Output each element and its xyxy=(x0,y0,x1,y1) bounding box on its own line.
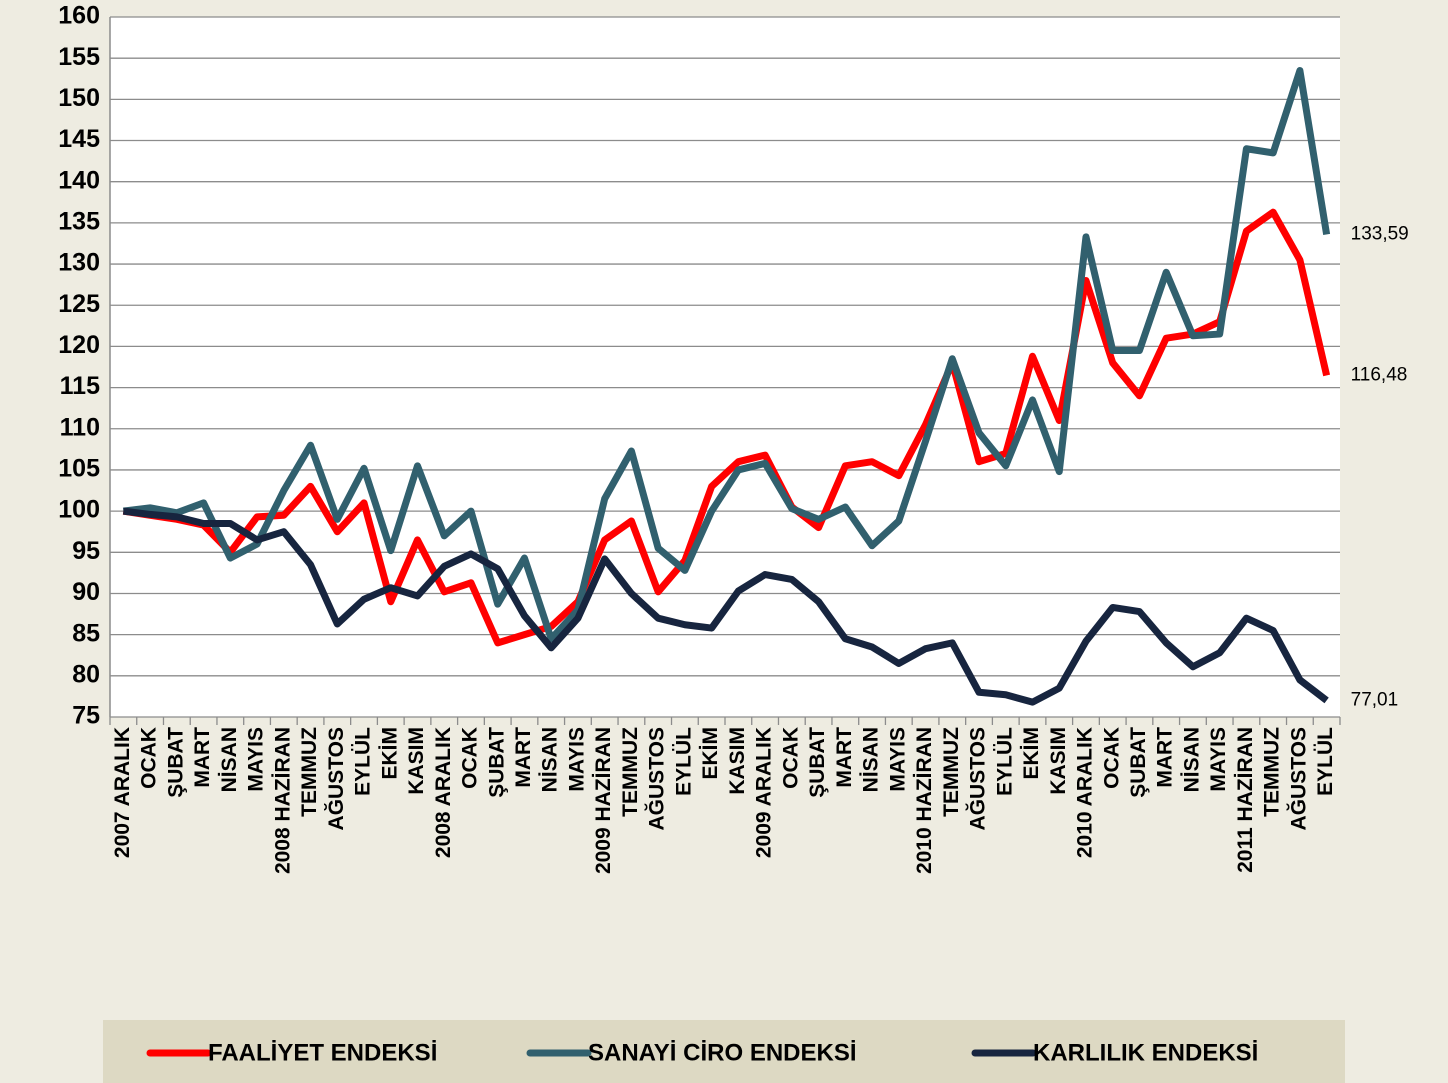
x-tick-label: TEMMUZ xyxy=(619,727,642,817)
x-tick-label: TEMMUZ xyxy=(940,727,963,817)
y-tick-label: 85 xyxy=(72,619,100,647)
value-label: 77,01 xyxy=(1351,689,1399,710)
x-tick-label: KASIM xyxy=(726,727,749,795)
x-tick-label: MAYIS xyxy=(565,727,588,792)
y-tick-label: 95 xyxy=(72,537,100,565)
y-tick-label: 105 xyxy=(58,455,100,483)
x-tick-label: MART xyxy=(191,727,214,788)
x-tick-label: 2009 ARALIK xyxy=(753,727,776,858)
y-tick-label: 90 xyxy=(72,578,100,606)
value-label: 133,59 xyxy=(1351,224,1409,245)
y-tick-label: 115 xyxy=(60,372,100,400)
y-tick-label: 135 xyxy=(58,207,100,235)
y-tick-label: 140 xyxy=(58,166,100,194)
x-tick-label: EYLÜL xyxy=(672,727,695,796)
value-label: 116,48 xyxy=(1351,364,1408,385)
x-tick-label: 2009 HAZİRAN xyxy=(592,727,615,874)
x-tick-label: AĞUSTOS xyxy=(966,727,990,830)
y-tick-label: 155 xyxy=(58,43,100,71)
x-tick-label: NİSAN xyxy=(1180,727,1203,792)
series-line xyxy=(122,67,1331,643)
x-tick-label: OCAK xyxy=(138,727,161,789)
x-tick-label: ŞUBAT xyxy=(485,727,508,798)
y-tick-label: 120 xyxy=(58,331,100,359)
series-line xyxy=(122,507,1329,706)
x-tick-label: EKİM xyxy=(1020,727,1043,780)
y-tick-label: 75 xyxy=(72,702,100,730)
x-tick-label: AĞUSTOS xyxy=(645,727,669,830)
legend-label: KARLILIK ENDEKSİ xyxy=(1033,1039,1258,1066)
x-tick-label: 2011 HAZİRAN xyxy=(1234,727,1257,873)
x-tick-label: EKİM xyxy=(699,727,722,780)
x-tick-label: TEMMUZ xyxy=(298,727,321,817)
y-tick-label: 160 xyxy=(58,2,100,30)
y-tick-label: 110 xyxy=(60,413,100,441)
legend-label: SANAYİ CİRO ENDEKSİ xyxy=(588,1039,857,1066)
x-tick-label: MART xyxy=(1154,727,1177,788)
legend-box xyxy=(103,1020,1345,1083)
x-tick-label: ŞUBAT xyxy=(1127,727,1150,798)
x-tick-label: NİSAN xyxy=(539,727,562,792)
x-tick-label: EYLÜL xyxy=(993,727,1016,796)
plot-area xyxy=(110,17,1340,717)
series-line xyxy=(122,208,1331,647)
x-tick-label: EYLÜL xyxy=(352,727,375,796)
x-tick-label: TEMMUZ xyxy=(1261,727,1284,817)
x-tick-label: 2010 HAZİRAN xyxy=(913,727,936,874)
legend-label: FAALİYET ENDEKSİ xyxy=(208,1039,437,1066)
y-tick-label: 125 xyxy=(58,290,100,318)
x-tick-label: OCAK xyxy=(459,727,482,789)
x-tick-label: OCAK xyxy=(1100,727,1123,789)
y-tick-label: 80 xyxy=(72,660,100,688)
x-tick-label: KASIM xyxy=(405,727,428,795)
x-tick-label: 2008 HAZİRAN xyxy=(271,727,294,874)
x-tick-label: MART xyxy=(833,727,856,788)
x-tick-label: AĞUSTOS xyxy=(1286,727,1310,830)
x-tick-label: 2010 ARALIK xyxy=(1074,727,1097,858)
x-tick-label: MAYIS xyxy=(1207,727,1230,792)
x-tick-label: NİSAN xyxy=(860,727,883,792)
y-tick-label: 150 xyxy=(58,84,100,112)
x-tick-label: MAYIS xyxy=(245,727,268,792)
x-tick-label: NİSAN xyxy=(218,727,241,792)
y-tick-label: 145 xyxy=(58,125,100,153)
y-tick-label: 130 xyxy=(58,249,100,277)
x-tick-label: EYLÜL xyxy=(1314,727,1337,796)
x-tick-label: 2007 ARALIK xyxy=(111,727,134,858)
y-tick-label: 100 xyxy=(58,496,100,524)
x-tick-label: AĞUSTOS xyxy=(324,727,348,830)
x-tick-label: OCAK xyxy=(779,727,802,789)
x-tick-label: EKİM xyxy=(378,727,401,780)
x-tick-label: MART xyxy=(512,727,535,788)
x-tick-label: ŞUBAT xyxy=(806,727,829,798)
x-tick-label: KASIM xyxy=(1047,727,1070,795)
x-tick-label: MAYIS xyxy=(886,727,909,792)
x-tick-label: 2008 ARALIK xyxy=(432,727,455,858)
x-tick-label: ŞUBAT xyxy=(164,727,187,798)
